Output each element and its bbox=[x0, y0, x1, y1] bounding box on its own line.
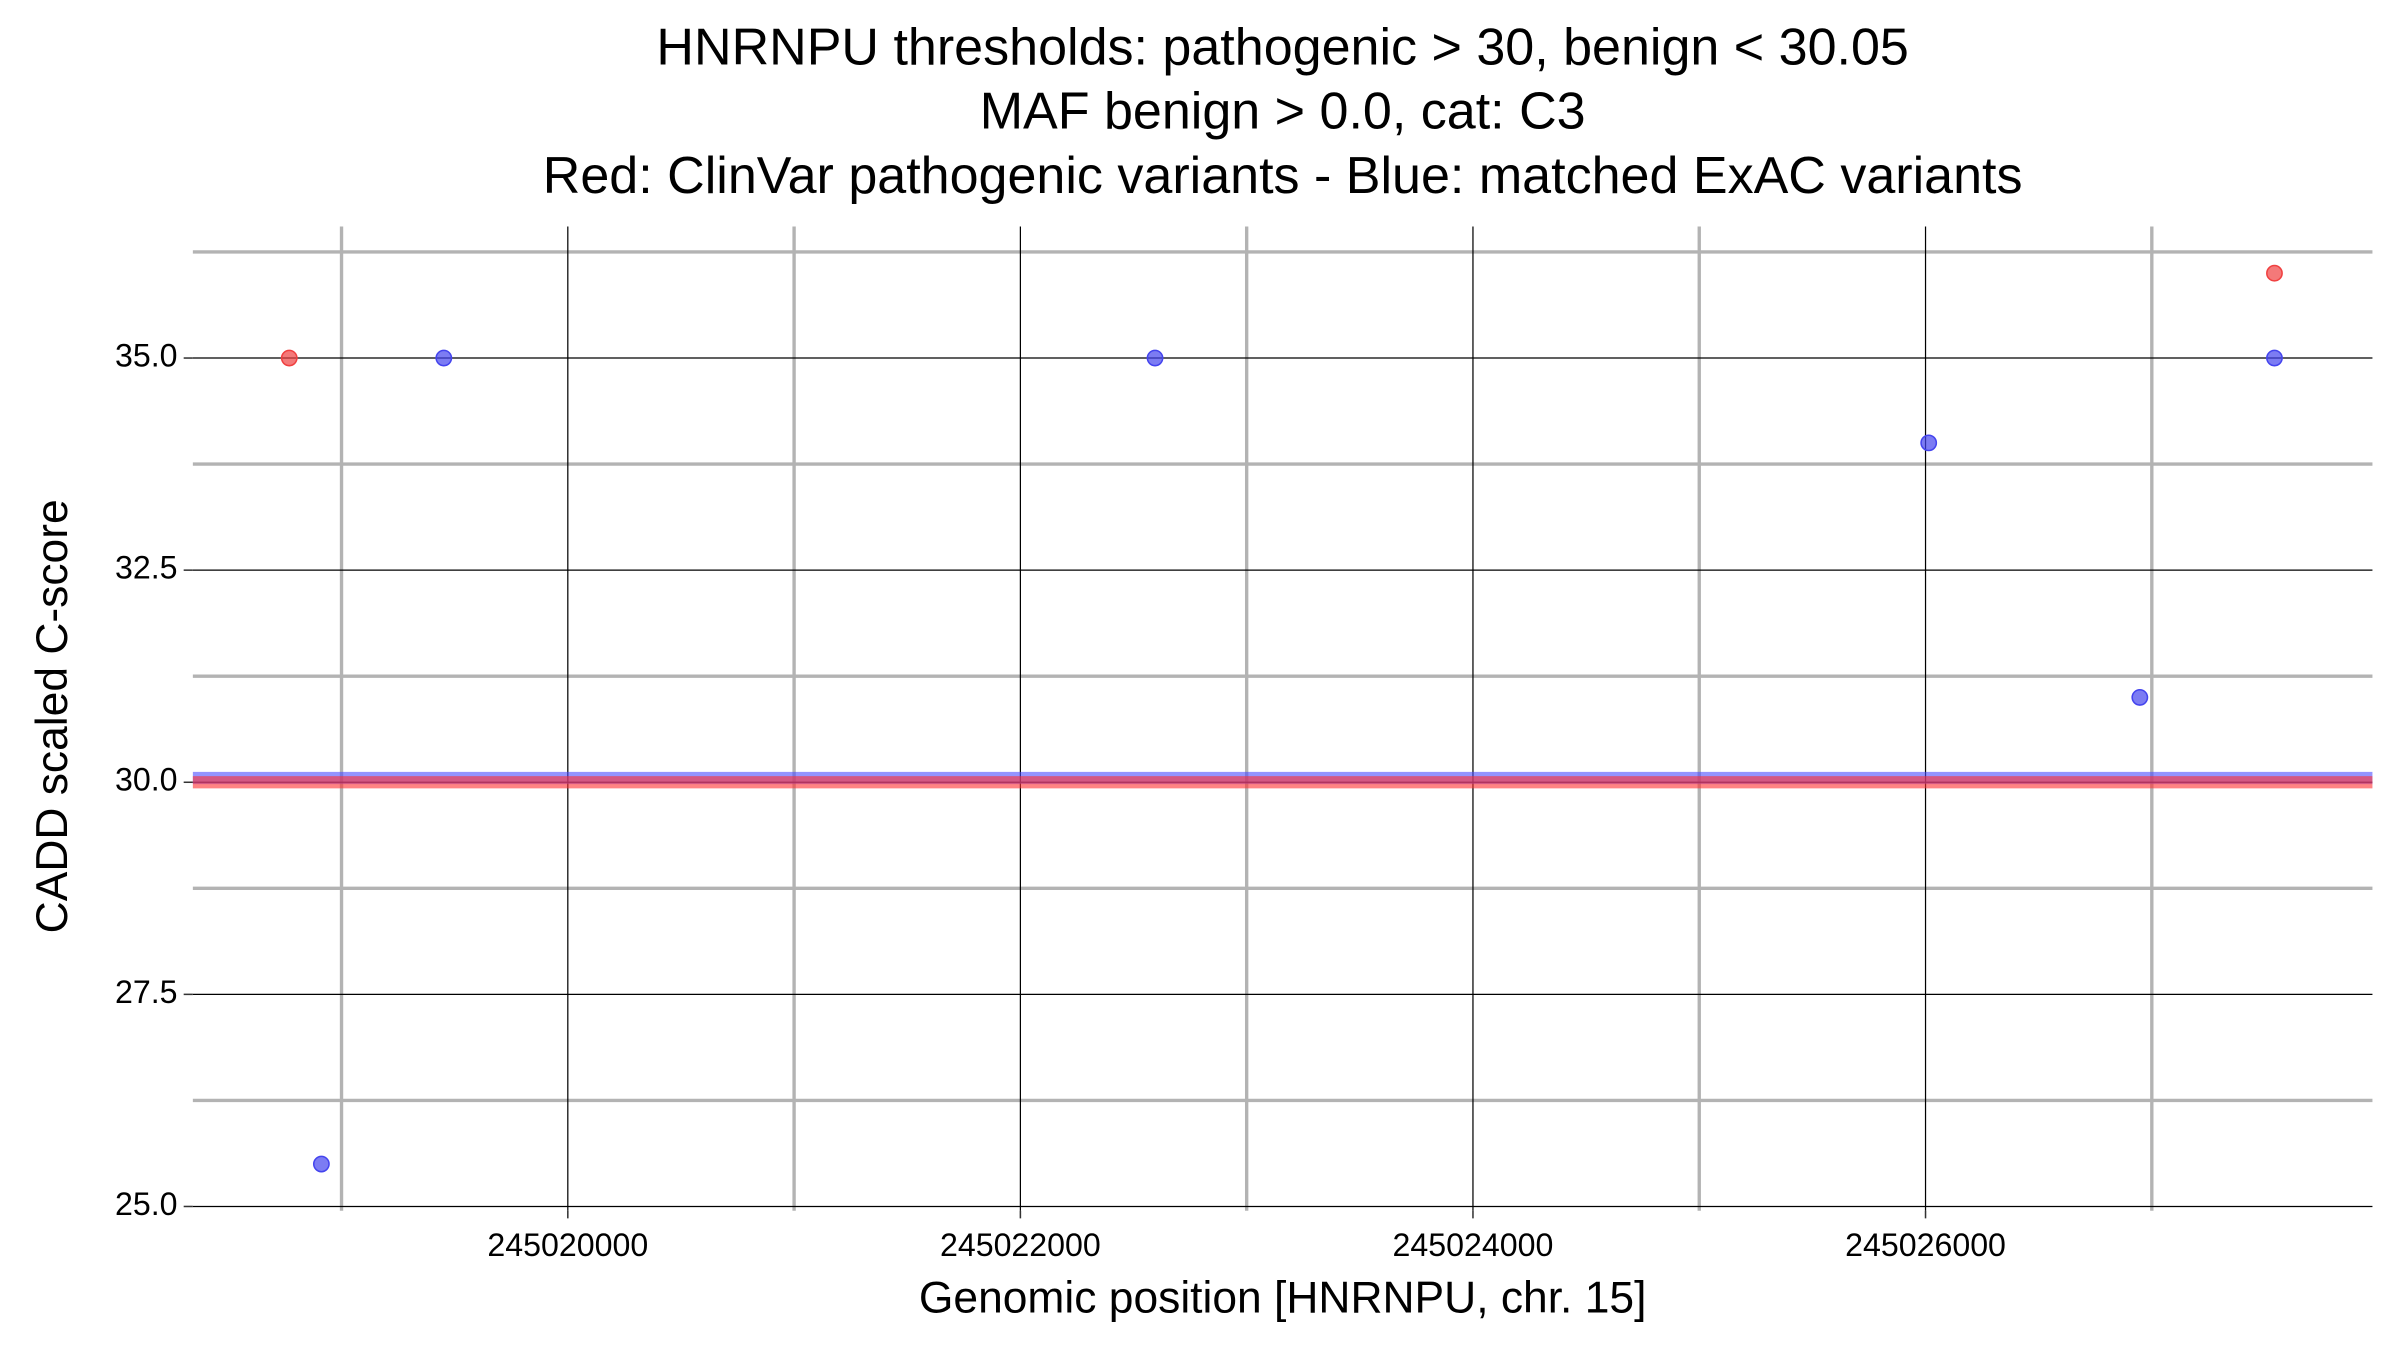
chart-title: HNRNPU thresholds: pathogenic > 30, beni… bbox=[656, 18, 1908, 76]
chart-subtitle: MAF benign > 0.0, cat: C3 bbox=[980, 83, 1586, 141]
y-tick-label: 35.0 bbox=[115, 338, 178, 374]
point bbox=[280, 349, 298, 367]
x-tick-label: 245020000 bbox=[487, 1227, 648, 1263]
x-tick-label: 245024000 bbox=[1393, 1227, 1554, 1263]
chart-subtitle: Red: ClinVar pathogenic variants - Blue:… bbox=[543, 147, 2023, 205]
x-tick-label: 245022000 bbox=[940, 1227, 1101, 1263]
y-tick-label: 25.0 bbox=[115, 1186, 178, 1222]
point bbox=[2131, 688, 2149, 706]
point bbox=[2266, 349, 2283, 367]
x-axis-label: Genomic position [HNRNPU, chr. 15] bbox=[919, 1274, 1647, 1323]
point bbox=[1920, 434, 1938, 452]
point bbox=[312, 1155, 330, 1173]
point bbox=[1146, 349, 1164, 367]
y-tick-label: 27.5 bbox=[115, 974, 178, 1010]
y-axis-label: CADD scaled C-score bbox=[28, 499, 77, 933]
x-tick-label: 245026000 bbox=[1845, 1227, 2006, 1263]
y-tick-label: 30.0 bbox=[115, 762, 178, 798]
y-tick-label: 32.5 bbox=[115, 550, 178, 586]
point bbox=[2266, 264, 2283, 282]
point bbox=[435, 349, 453, 367]
